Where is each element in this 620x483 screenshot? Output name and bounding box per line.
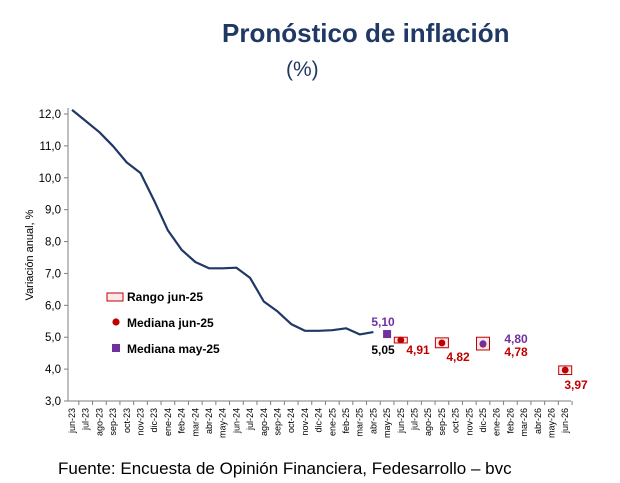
median-jun25-label: 3,97 xyxy=(564,378,588,392)
x-tick-label: jul-23 xyxy=(81,408,91,431)
y-tick-label: 11,0 xyxy=(39,141,61,153)
legend-swatch-mediana-may25 xyxy=(112,344,120,352)
legend-label-mediana-jun25: Mediana jun-25 xyxy=(127,316,214,330)
x-tick-label: ene-24 xyxy=(163,408,173,436)
x-axis: jun-23 jul-23 ago-23 sep-23 oct-23 nov-23 dic-… xyxy=(67,400,573,438)
median-jun25-point xyxy=(397,336,405,344)
x-tick-label: dic-25 xyxy=(478,408,488,433)
x-tick-label: oct-25 xyxy=(451,408,461,433)
x-tick-label: mar-25 xyxy=(355,408,365,437)
x-tick-label: abr-24 xyxy=(204,408,214,434)
median-jun25-point xyxy=(561,366,569,374)
x-tick-label: abr-26 xyxy=(533,408,543,434)
x-tick-label: ago-23 xyxy=(94,408,104,436)
y-axis: 12,0 11,0 10,0 9,0 8,0 7,0 6,0 5,0 4,0 3,0 xyxy=(39,108,69,408)
x-tick-label: jun-26 xyxy=(560,408,570,434)
series-layer: 4,91 4,82 4,78 3,97 5,10 4,80 5,05 xyxy=(71,109,588,392)
x-tick-label: dic-23 xyxy=(149,408,159,433)
y-axis-label: Variación anual, % xyxy=(24,209,36,300)
x-tick-label: mar-24 xyxy=(190,408,200,437)
x-tick-label: nov-23 xyxy=(136,408,146,436)
median-may25-label: 5,10 xyxy=(371,315,395,329)
y-tick-label: 10,0 xyxy=(39,173,61,185)
x-tick-label: dic-24 xyxy=(314,408,324,433)
legend-swatch-mediana-jun25 xyxy=(112,318,120,326)
x-tick-label: nov-25 xyxy=(464,408,474,436)
median-may25-point xyxy=(479,340,487,347)
legend-label-rango: Rango jun-25 xyxy=(127,290,203,304)
x-tick-label: jun-23 xyxy=(67,408,77,434)
y-tick-label: 4,0 xyxy=(45,364,61,376)
x-tick-label: sep-25 xyxy=(437,408,447,436)
inflation-chart: 12,0 11,0 10,0 9,0 8,0 7,0 6,0 5,0 4,0 3,0 jun-23… xyxy=(24,108,588,438)
chart-title: Pronóstico de inflación xyxy=(222,18,510,48)
y-tick-label: 9,0 xyxy=(45,205,61,217)
y-tick-label: 6,0 xyxy=(45,300,61,312)
median-jun25-label: 4,91 xyxy=(406,343,430,357)
median-may25-point xyxy=(383,330,392,339)
x-tick-label: may-25 xyxy=(382,408,392,438)
y-tick-label: 3,0 xyxy=(45,396,61,408)
observed-inflation-line xyxy=(71,109,374,336)
y-tick-label: 8,0 xyxy=(45,237,61,249)
x-tick-label: ago-25 xyxy=(423,408,433,436)
x-tick-label: jun-25 xyxy=(396,408,406,434)
x-tick-label: sep-24 xyxy=(273,408,283,436)
x-tick-label: oct-24 xyxy=(286,408,296,433)
x-tick-label: feb-24 xyxy=(177,408,187,434)
y-tick-label: 5,0 xyxy=(45,332,61,344)
x-tick-label: ene-25 xyxy=(327,408,337,436)
x-tick-label: jul-25 xyxy=(410,408,420,431)
legend-swatch-rango xyxy=(106,292,124,302)
x-tick-label: abr-25 xyxy=(368,408,378,434)
x-tick-label: jul-24 xyxy=(245,408,255,431)
median-jun25-label: 4,78 xyxy=(504,345,528,359)
x-tick-label: mar-26 xyxy=(519,408,529,437)
median-jun25-label: 4,82 xyxy=(446,350,470,364)
chart-subtitle: (%) xyxy=(286,58,319,81)
y-tick-label: 7,0 xyxy=(45,268,61,280)
x-tick-label: sep-23 xyxy=(108,408,118,436)
x-tick-label: feb-26 xyxy=(505,408,515,434)
x-tick-label: ene-26 xyxy=(492,408,502,436)
x-tick-label: feb-25 xyxy=(341,408,351,434)
median-jun25-point xyxy=(438,339,446,347)
legend-label-mediana-may25: Mediana may-25 xyxy=(127,342,220,356)
median-may25-label: 4,80 xyxy=(504,332,528,346)
y-tick-label: 12,0 xyxy=(39,109,61,121)
source-note: Fuente: Encuesta de Opinión Financiera, … xyxy=(58,459,512,478)
legend: Rango jun-25 Mediana jun-25 Mediana may-25 xyxy=(106,290,220,356)
x-tick-label: nov-24 xyxy=(300,408,310,436)
x-tick-label: ago-24 xyxy=(259,408,269,436)
x-tick-label: oct-23 xyxy=(122,408,132,433)
last-observed-label: 5,05 xyxy=(371,343,395,357)
x-tick-label: may-26 xyxy=(547,408,557,438)
x-tick-label: jun-24 xyxy=(231,408,241,434)
x-tick-label: may-24 xyxy=(218,408,228,438)
